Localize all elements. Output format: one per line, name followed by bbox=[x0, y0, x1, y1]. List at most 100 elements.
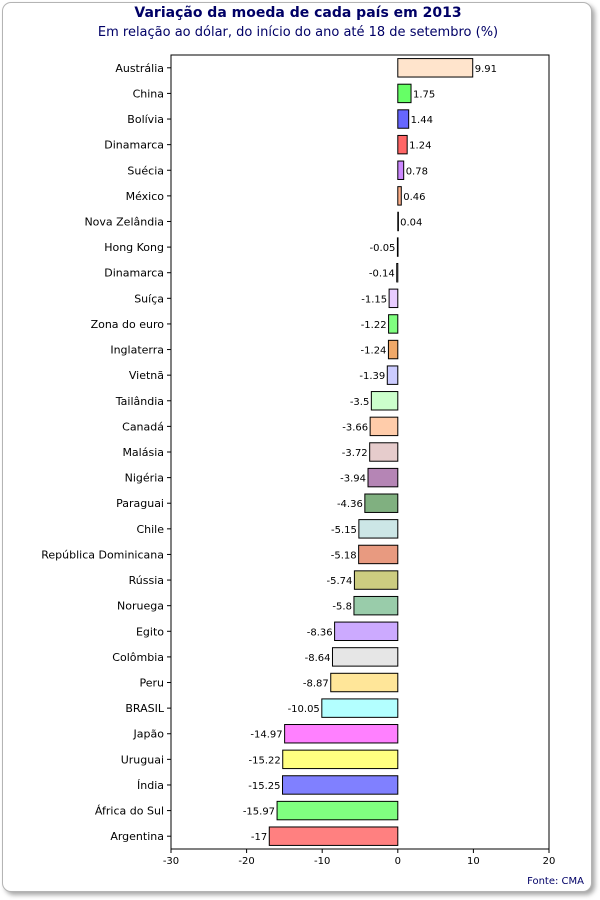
value-label: 0.46 bbox=[403, 192, 425, 203]
value-label: -15.22 bbox=[248, 755, 280, 766]
value-labels: 9.91 1.75 1.44 1.24 0.78 0.46 0.04 -0.05 -0.14 -1… bbox=[243, 64, 497, 843]
bar bbox=[397, 211, 399, 232]
bar bbox=[282, 775, 399, 795]
bar bbox=[388, 314, 399, 334]
value-label: -8.64 bbox=[305, 653, 331, 664]
category-label: Nova Zelândia bbox=[84, 215, 164, 228]
category-label: Noruega bbox=[117, 600, 164, 613]
bar bbox=[388, 288, 399, 309]
category-label: Uruguai bbox=[121, 753, 164, 766]
bar bbox=[397, 134, 408, 155]
value-label: -3.72 bbox=[342, 448, 368, 459]
value-label: 0.04 bbox=[400, 217, 422, 228]
category-label: Paraguai bbox=[116, 497, 164, 510]
value-label: -17 bbox=[251, 832, 267, 843]
bar bbox=[396, 237, 399, 257]
value-label: -14.97 bbox=[250, 730, 282, 741]
value-label: -4.36 bbox=[337, 499, 363, 510]
bar bbox=[397, 109, 410, 129]
value-label: -8.36 bbox=[307, 627, 333, 638]
category-label: China bbox=[133, 87, 164, 100]
value-label: 1.75 bbox=[413, 89, 435, 100]
category-label: BRASIL bbox=[125, 702, 164, 715]
bar bbox=[276, 800, 399, 821]
category-label: Chile bbox=[136, 523, 164, 536]
value-label: -3.94 bbox=[340, 474, 366, 485]
category-label: Vietnã bbox=[129, 369, 164, 382]
bar bbox=[369, 416, 399, 437]
bar bbox=[397, 186, 402, 206]
bar bbox=[353, 570, 399, 590]
value-label: -5.8 bbox=[332, 602, 352, 613]
value-label: 0.78 bbox=[406, 166, 428, 177]
value-label: -10.05 bbox=[288, 704, 320, 715]
bar bbox=[321, 698, 399, 718]
x-tick-label: -20 bbox=[238, 856, 254, 867]
bar bbox=[268, 826, 399, 846]
category-label: África do Sul bbox=[95, 805, 164, 818]
value-label: -1.39 bbox=[359, 371, 385, 382]
bar bbox=[387, 339, 399, 360]
x-tick-label: -10 bbox=[314, 856, 330, 867]
value-label: -5.15 bbox=[331, 525, 357, 536]
x-axis: -30 -20 -10 0 10 20 bbox=[163, 67, 556, 867]
category-label: Peru bbox=[139, 677, 164, 690]
bars bbox=[268, 58, 474, 846]
category-label: Dinamarca bbox=[104, 139, 164, 152]
category-label: Inglaterra bbox=[110, 344, 164, 357]
value-label: -15.25 bbox=[248, 781, 280, 792]
category-label: Malásia bbox=[122, 446, 164, 459]
bar bbox=[369, 442, 399, 462]
bar bbox=[353, 595, 399, 616]
value-label: -0.05 bbox=[370, 243, 396, 254]
value-label: 9.91 bbox=[475, 64, 497, 75]
bar bbox=[397, 160, 405, 180]
value-label: -1.24 bbox=[361, 346, 387, 357]
bar bbox=[334, 621, 399, 642]
category-label: Tailândia bbox=[115, 395, 164, 408]
value-label: 1.24 bbox=[409, 141, 431, 152]
value-label: -3.66 bbox=[342, 422, 368, 433]
bar bbox=[370, 391, 399, 411]
bar bbox=[358, 544, 399, 565]
bar bbox=[284, 724, 399, 744]
value-label: -15.97 bbox=[243, 807, 275, 818]
bar bbox=[282, 749, 399, 770]
category-label: Dinamarca bbox=[104, 267, 164, 280]
bar bbox=[331, 647, 399, 667]
category-label: Argentina bbox=[110, 830, 164, 843]
category-label: Rússia bbox=[129, 574, 164, 587]
category-label: Zona do euro bbox=[91, 318, 165, 331]
category-label: México bbox=[126, 190, 165, 203]
category-label: Bolívia bbox=[127, 113, 164, 126]
value-label: -5.74 bbox=[327, 576, 353, 587]
category-label: Colômbia bbox=[112, 651, 164, 664]
category-label: Nigéria bbox=[125, 472, 164, 485]
chart-subtitle: Em relação ao dólar, do início do ano at… bbox=[97, 25, 499, 40]
bar bbox=[358, 519, 399, 539]
bar bbox=[386, 365, 399, 385]
bar bbox=[364, 493, 399, 513]
value-label: -1.15 bbox=[361, 294, 387, 305]
value-label: -5.18 bbox=[331, 550, 357, 561]
bar bbox=[330, 672, 399, 693]
value-label: 1.44 bbox=[411, 115, 433, 126]
value-label: -8.87 bbox=[303, 679, 329, 690]
category-label: Hong Kong bbox=[104, 241, 164, 254]
category-labels: Austrália China Bolívia Dinamarca Suécia Méxi… bbox=[41, 62, 165, 843]
x-tick-label: 0 bbox=[395, 856, 401, 867]
x-tick-label: 10 bbox=[467, 856, 480, 867]
value-label: -0.14 bbox=[369, 269, 395, 280]
source-note: Fonte: CMA bbox=[527, 876, 584, 887]
category-label: Suécia bbox=[127, 164, 164, 177]
category-label: Suíça bbox=[134, 292, 164, 305]
bar bbox=[396, 262, 399, 283]
x-tick-label: 20 bbox=[543, 856, 556, 867]
category-label: República Dominicana bbox=[41, 548, 164, 561]
category-label: Austrália bbox=[115, 62, 164, 75]
bar bbox=[367, 467, 399, 488]
bar bbox=[397, 83, 412, 104]
category-label: Índia bbox=[137, 779, 164, 792]
category-label: Japão bbox=[133, 728, 165, 741]
